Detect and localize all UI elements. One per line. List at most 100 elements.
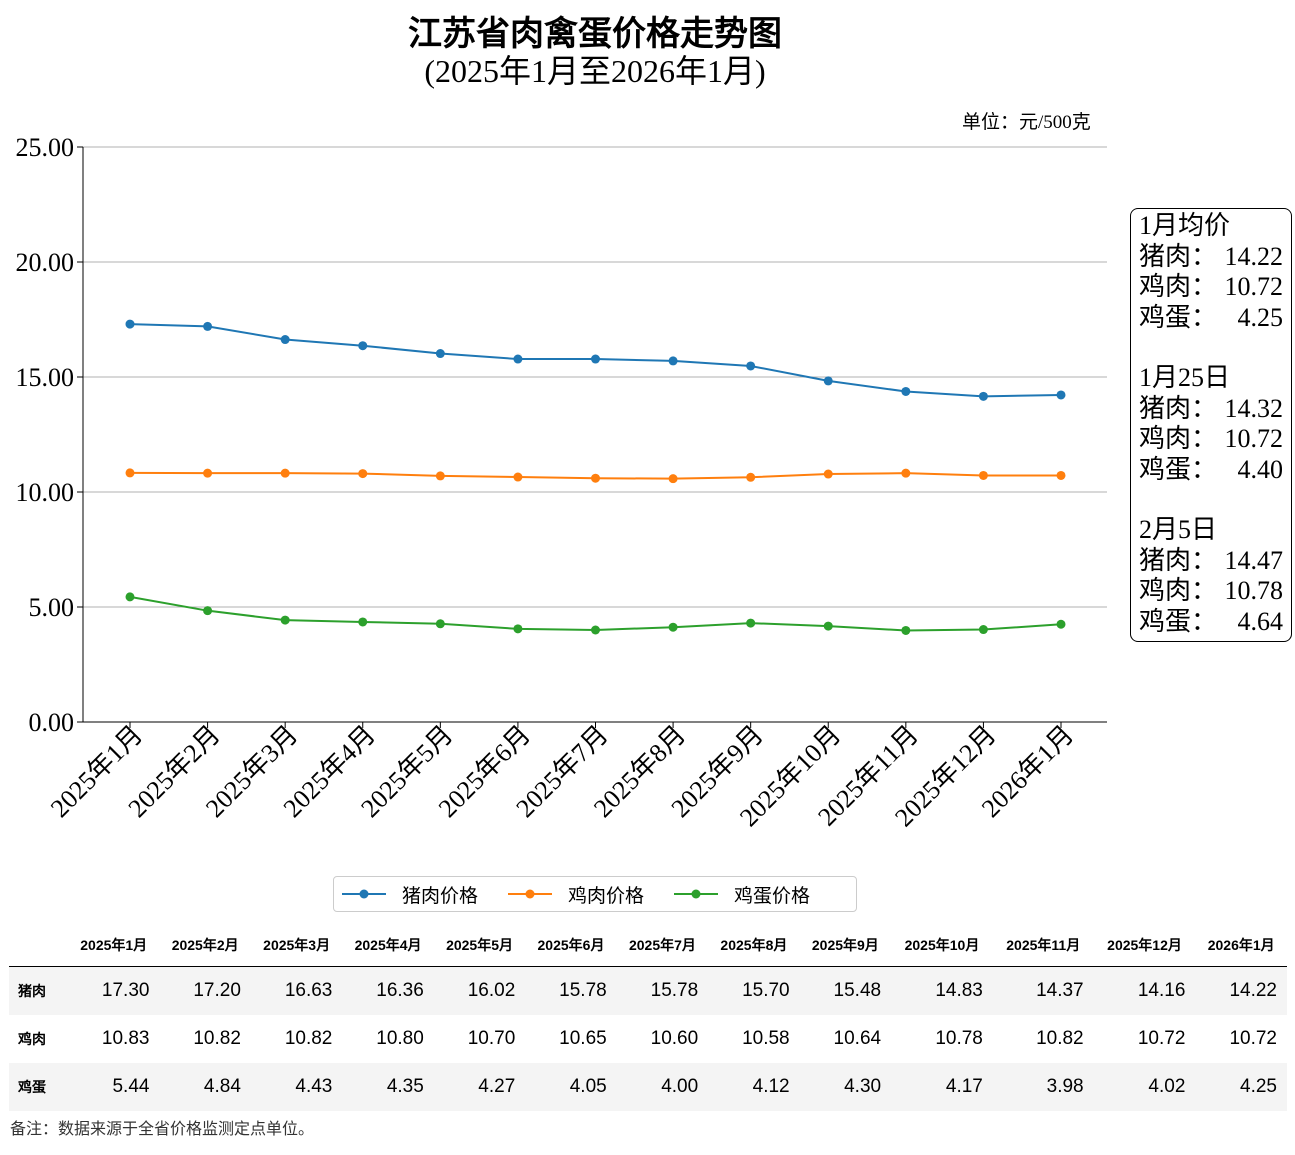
legend-label: 鸡蛋价格 <box>734 885 811 907</box>
data-point <box>203 468 213 478</box>
info-label: 鸡肉： <box>1139 576 1218 605</box>
table-header: 2025年6月 <box>525 924 617 967</box>
table-cell: 14.37 <box>1036 980 1084 1001</box>
data-point <box>746 472 756 482</box>
table-header: 2025年9月 <box>799 924 892 967</box>
table-cell: 15.48 <box>833 980 882 1001</box>
info-row: 鸡肉： 10.72 <box>1139 272 1283 303</box>
table-cell: 4.84 <box>203 1076 241 1097</box>
chart-subtitle: (2025年1月至2026年1月) <box>424 53 766 89</box>
table-cell: 16.02 <box>467 980 516 1001</box>
info-row: 猪肉： 14.32 <box>1139 394 1283 425</box>
table-cell: 15.70 <box>742 980 790 1001</box>
table-cell: 4.43 <box>295 1076 333 1097</box>
table-header: 2025年8月 <box>708 924 800 967</box>
table-cell: 4.12 <box>752 1076 790 1097</box>
data-point <box>746 361 756 371</box>
info-block-title: 1月均价 <box>1139 211 1231 240</box>
y-tick-label: 25.00 <box>16 133 75 162</box>
data-point <box>823 621 833 631</box>
table-header: 2025年1月 <box>68 924 160 967</box>
data-point <box>901 468 911 478</box>
table-cell: 3.98 <box>1046 1076 1084 1097</box>
data-point <box>978 625 988 635</box>
info-value: 14.32 <box>1224 393 1284 423</box>
info-label: 鸡肉： <box>1139 272 1218 301</box>
table-cell: 4.00 <box>661 1076 699 1097</box>
y-tick-label: 20.00 <box>16 248 75 277</box>
table-cell: 10.80 <box>376 1028 424 1049</box>
legend-marker-icon <box>674 889 719 899</box>
data-point <box>358 617 368 627</box>
table-header: 2025年7月 <box>616 924 709 967</box>
table-header: 2025年10月 <box>891 924 993 967</box>
table-cell: 4.27 <box>478 1076 516 1097</box>
data-point <box>591 625 600 635</box>
table-header: 2025年3月 <box>250 924 343 967</box>
data-point <box>668 622 678 632</box>
table-cell: 10.64 <box>833 1028 882 1049</box>
data-point <box>203 321 213 331</box>
footnote: 备注：数据来源于全省价格监测定点单位。 <box>10 1119 315 1138</box>
legend-label: 鸡肉价格 <box>568 885 645 907</box>
data-point <box>280 615 290 625</box>
table-cell: 4.02 <box>1148 1076 1186 1097</box>
table-header: 2025年2月 <box>159 924 251 967</box>
data-point <box>823 469 833 479</box>
table-header: 2025年11月 <box>992 924 1094 967</box>
chart-title: 江苏省肉禽蛋价格走势图 <box>408 16 782 53</box>
data-point <box>513 624 523 634</box>
y-tick-label: 10.00 <box>16 478 75 507</box>
table-cell: 14.16 <box>1137 980 1186 1001</box>
info-block: 2月5日 猪肉： 14.47 鸡肉： 10.78 鸡蛋： 4.64 <box>1139 515 1283 637</box>
table-cell: 17.30 <box>101 980 150 1001</box>
row-label: 猪肉 <box>18 983 46 999</box>
table-cell: 14.22 <box>1229 980 1277 1001</box>
data-point <box>1056 390 1066 400</box>
data-point <box>125 592 135 602</box>
y-tick-label: 0.00 <box>29 708 75 737</box>
data-point <box>591 473 600 483</box>
data-point <box>901 386 911 396</box>
data-point <box>978 470 988 480</box>
data-point <box>280 335 290 345</box>
table-header <box>9 924 68 967</box>
data-point <box>358 341 368 351</box>
data-point <box>978 391 988 401</box>
info-label: 猪肉： <box>1139 545 1218 575</box>
table-cell: 10.78 <box>935 1028 983 1049</box>
info-row: 鸡肉： 10.72 <box>1139 424 1283 455</box>
info-block-title: 1月25日 <box>1139 363 1231 392</box>
legend-marker-icon <box>342 889 386 899</box>
info-value: 14.22 <box>1224 241 1284 271</box>
table-cell: 10.83 <box>101 1028 150 1049</box>
price-table: 2025年1月 2025年2月 2025年3月 2025年4月 2025年5月 2025年… <box>9 924 1287 1111</box>
table-cell: 4.05 <box>569 1076 607 1097</box>
y-tick-label: 15.00 <box>16 363 75 392</box>
data-point <box>668 356 678 366</box>
data-point <box>125 319 135 329</box>
data-point <box>513 472 523 482</box>
info-row: 鸡肉： 10.78 <box>1139 576 1283 607</box>
legend-item: 猪肉价格 <box>342 881 478 908</box>
info-label: 猪肉： <box>1139 393 1218 423</box>
table-cell: 17.20 <box>193 980 241 1001</box>
info-label: 鸡蛋： <box>1139 302 1218 332</box>
data-point <box>435 349 445 359</box>
data-point <box>591 354 600 364</box>
table-row: 鸡蛋 5.44 4.84 4.43 4.35 4.27 4.05 4.00 4.12 4.30 4.… <box>9 1063 1287 1111</box>
table-header: 2026年1月 <box>1195 924 1287 967</box>
table-cell: 4.17 <box>945 1076 983 1097</box>
info-row: 猪肉： 14.47 <box>1139 546 1283 577</box>
row-label: 鸡肉 <box>18 1031 46 1047</box>
data-point <box>1056 470 1066 480</box>
row-label: 鸡蛋 <box>18 1079 46 1095</box>
legend-item: 鸡肉价格 <box>508 881 644 908</box>
y-tick-label: 5.00 <box>29 593 75 622</box>
table-cell: 14.83 <box>935 980 983 1001</box>
table-cell: 4.35 <box>386 1076 424 1097</box>
data-point <box>358 469 368 479</box>
info-block-title: 2月5日 <box>1139 515 1218 544</box>
table-cell: 4.30 <box>844 1076 882 1097</box>
data-point <box>435 471 445 481</box>
